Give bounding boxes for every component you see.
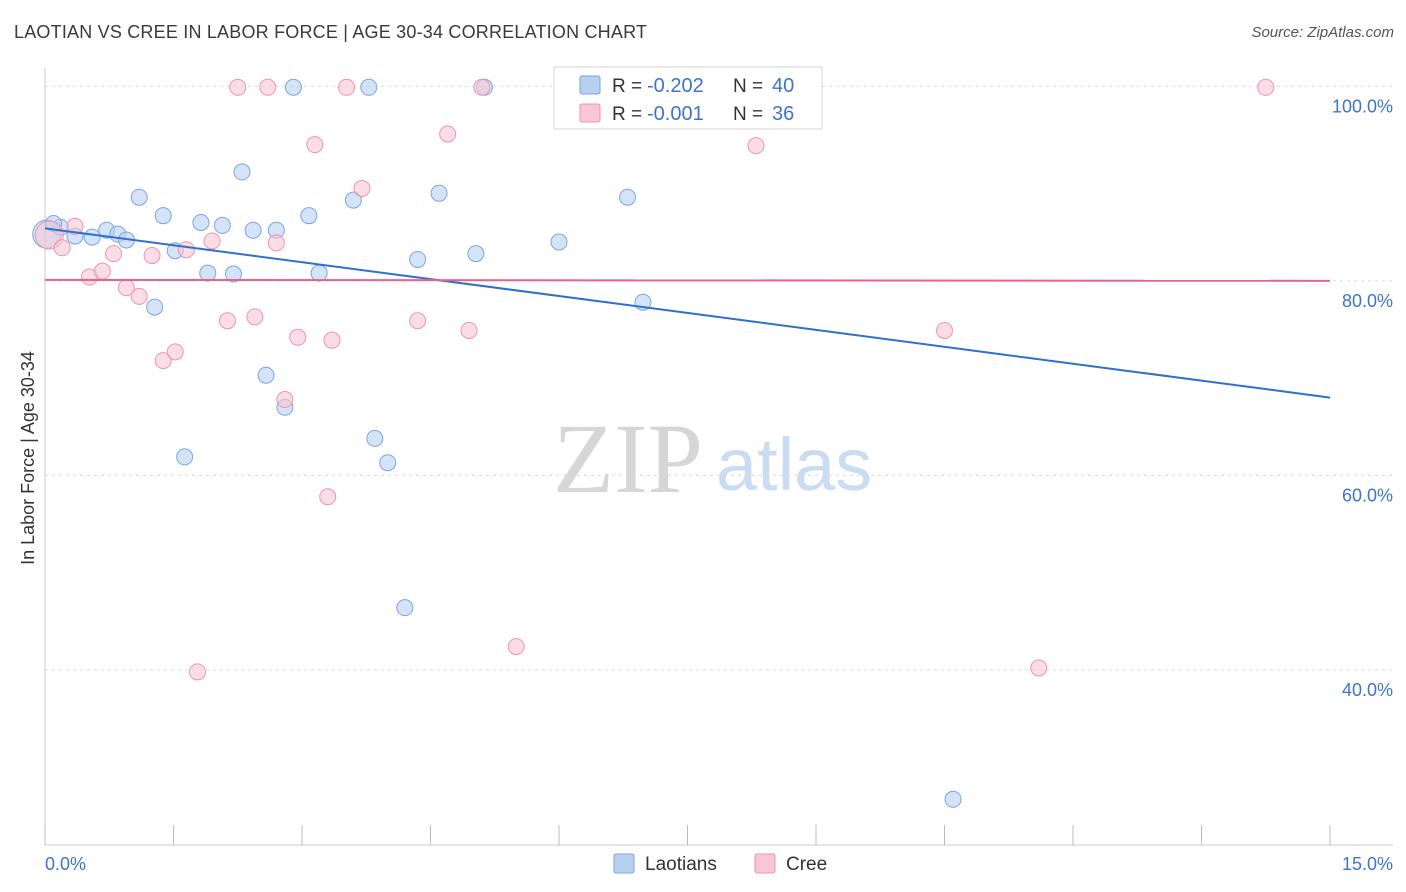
watermark: ZIP atlas [553, 403, 872, 514]
bottom-legend: Laotians Cree [613, 853, 827, 875]
laotians-point [83, 228, 101, 246]
cree-point [306, 136, 324, 154]
cree-trend-line [44, 278, 1331, 282]
cree-point [1030, 659, 1048, 677]
laotians-point [366, 429, 384, 447]
laotians-point [379, 454, 397, 472]
laotians-point [244, 221, 262, 239]
chart-title: LAOTIAN VS CREE IN LABOR FORCE | AGE 30-… [14, 22, 648, 42]
cree-point [66, 217, 84, 235]
laotians-point [130, 188, 148, 206]
laotians-point [344, 191, 362, 209]
cree-point [473, 78, 491, 96]
legend-swatch-laotians [579, 75, 601, 95]
cree-point [166, 343, 184, 361]
bottom-legend-swatch-cree [754, 853, 776, 874]
legend-n-value-cree: 36 [772, 103, 794, 125]
laotians-point [192, 213, 210, 231]
laotians-point [619, 188, 637, 206]
y-tick-label: 40.0% [1342, 680, 1393, 700]
cree-point [507, 638, 525, 656]
cree-point [53, 239, 71, 257]
bottom-legend-label-laotians: Laotians [645, 854, 717, 875]
cree-point [105, 245, 123, 263]
cree-point [353, 179, 371, 197]
laotians-point [154, 207, 172, 225]
y-axis-title: In Labor Force | Age 30-34 [18, 351, 38, 565]
laotians-point [409, 250, 427, 268]
y-tick-label: 60.0% [1342, 485, 1393, 505]
cree-point [409, 312, 427, 330]
laotians-point [430, 184, 448, 202]
cree-point [319, 488, 337, 506]
top-legend: R = -0.202 N = 40 R = -0.001 N = 36 [553, 66, 823, 130]
watermark-zip: ZIP [553, 403, 703, 514]
y-tick-label: 80.0% [1342, 291, 1393, 311]
cree-point [93, 262, 111, 280]
cree-point [338, 78, 356, 96]
laotians-point [310, 264, 328, 282]
y-tick-label: 100.0% [1332, 96, 1393, 116]
cree-point [143, 247, 161, 265]
x-tick-label: 0.0% [45, 854, 86, 874]
x-tick-label: 15.0% [1342, 854, 1393, 874]
legend-n-label-laotians: N = [733, 76, 763, 97]
cree-point [177, 241, 195, 259]
bottom-legend-label-cree: Cree [786, 854, 827, 875]
laotians-point [944, 790, 962, 808]
laotians-point [213, 216, 231, 234]
laotians-point [360, 78, 378, 96]
laotians-point [257, 366, 275, 384]
laotians-point [284, 78, 302, 96]
cree-point [323, 331, 341, 349]
cree-point [203, 232, 221, 250]
cree-point [259, 78, 277, 96]
laotians-point [550, 233, 568, 251]
laotians-point [467, 245, 485, 263]
laotians-point [396, 599, 414, 617]
legend-n-label-cree: N = [733, 104, 763, 125]
cree-point [130, 287, 148, 305]
legend-swatch-cree [579, 103, 601, 123]
cree-point [289, 328, 307, 346]
bottom-legend-swatch-laotians [613, 853, 635, 874]
cree-point [439, 125, 457, 143]
cree-point [936, 321, 953, 339]
legend-r-label-cree: R = [612, 104, 642, 125]
laotians-point [224, 265, 242, 283]
laotians-trend-line [44, 227, 1331, 399]
cree-point [1257, 78, 1275, 96]
legend-n-value-laotians: 40 [772, 75, 794, 97]
cree-point [154, 352, 172, 370]
laotians-point [233, 163, 251, 181]
laotians-point [146, 298, 164, 316]
cree-point [747, 137, 765, 155]
cree-point [188, 663, 206, 681]
laotians-point [176, 448, 194, 466]
cree-point [229, 78, 247, 96]
cree-point [460, 321, 478, 339]
laotians-point [199, 264, 217, 282]
legend-r-value-laotians: -0.202 [647, 75, 704, 97]
watermark-atlas: atlas [716, 423, 872, 506]
legend-r-label-laotians: R = [612, 76, 642, 97]
axes-layer: 100.0% 80.0% 60.0% 40.0% 0.0% 15.0% [44, 68, 1393, 874]
laotians-point [300, 207, 318, 225]
legend-r-value-cree: -0.001 [647, 103, 704, 125]
cree-point [218, 312, 236, 330]
cree-point [246, 308, 264, 326]
cree-point [276, 391, 294, 409]
trend-layer [44, 227, 1331, 399]
cree-point [267, 234, 285, 252]
chart-source: Source: ZipAtlas.com [1251, 24, 1394, 41]
